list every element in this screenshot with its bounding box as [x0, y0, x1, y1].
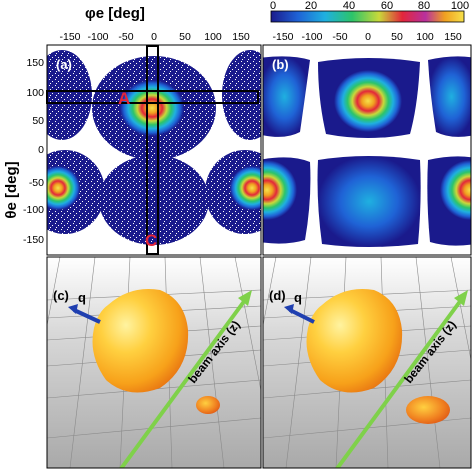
phi-tick: -50: [332, 31, 347, 43]
colorbar-gradient: [270, 10, 465, 23]
hot-spot: [230, 166, 261, 210]
top-axis-label: φe [deg]: [85, 5, 145, 22]
marker-A: A: [118, 89, 130, 108]
q-arrow: [73, 308, 101, 324]
theta-ticks: 150 100 50 0 -50 -100 -150: [23, 57, 44, 246]
q-arrow: [289, 308, 315, 324]
colorbar-tick: 80: [418, 0, 430, 12]
panel-c-frame: [46, 256, 262, 469]
emission-lobe-medium: [406, 396, 450, 424]
colorbar: 0 20 40 60 80 100: [270, 0, 469, 23]
emission-lobe: [306, 289, 403, 393]
horizontal-cut-box: [46, 90, 259, 104]
panel-c: [47, 257, 261, 468]
q-arrowhead: [68, 304, 78, 314]
theta-tick: 50: [32, 115, 44, 127]
panel-d-label: (d): [269, 288, 286, 303]
phi-tick: 100: [416, 31, 434, 43]
panel-a-label: (a): [56, 57, 72, 72]
hot-spot: [334, 70, 402, 132]
phi-tick: 150: [232, 31, 250, 43]
phi-tick: -100: [301, 31, 322, 43]
scatter-cloud: [47, 50, 92, 140]
vertical-cut-box: [146, 45, 159, 255]
beam-axis-arrow: [118, 294, 250, 468]
panel-b-label: (b): [272, 57, 289, 72]
colorbar-tick: 20: [305, 0, 317, 12]
theta-tick: -150: [23, 234, 44, 246]
left-axis-label: θe [deg]: [3, 161, 20, 218]
emission-lobe-small: [196, 396, 220, 414]
phi-tick: 0: [365, 31, 371, 43]
theta-tick: -100: [23, 204, 44, 216]
phi-tick: 50: [179, 31, 191, 43]
scatter-cloud: [99, 155, 209, 245]
hot-spot: [440, 160, 471, 220]
colorbar-tick: 100: [451, 0, 469, 12]
q-label: q: [78, 290, 86, 305]
beam-axis-arrow: [334, 294, 466, 468]
hot-spot: [47, 166, 80, 210]
panel-b: [263, 45, 471, 255]
phi-tick: 150: [444, 31, 462, 43]
q-label: q: [294, 290, 302, 305]
theta-tick: 100: [26, 87, 44, 99]
phi-tick: -100: [87, 31, 108, 43]
theta-tick: 0: [38, 144, 44, 156]
theta-tick: 150: [26, 57, 44, 69]
phi-ticks-b: -150 -100 -50 0 50 100 150: [272, 31, 461, 43]
panel-b-frame: [262, 44, 472, 256]
phi-tick: -150: [272, 31, 293, 43]
panel-c-label: (c): [53, 288, 69, 303]
beam-axis-arrowhead: [454, 290, 468, 306]
phi-tick: 0: [151, 31, 157, 43]
colorbar-tick: 60: [381, 0, 393, 12]
hot-spot: [263, 160, 297, 220]
q-arrowhead: [284, 304, 294, 314]
lobe-shape: [263, 56, 310, 137]
colorbar-tick: 0: [270, 0, 276, 12]
phi-ticks-a: -150 -100 -50 0 50 100 150: [59, 31, 249, 43]
theta-tick: -50: [29, 177, 44, 189]
panel-a: [47, 45, 261, 255]
colorbar-tick: 40: [343, 0, 355, 12]
marker-C: C: [145, 231, 157, 250]
panel-d-frame: [262, 256, 472, 469]
scatter-cloud: [222, 50, 261, 140]
emission-lobe: [92, 289, 189, 393]
phi-tick: -150: [59, 31, 80, 43]
panel-d: [263, 257, 471, 468]
lobe-shape: [317, 156, 421, 247]
phi-tick: 100: [204, 31, 222, 43]
lobe-shape: [428, 56, 471, 137]
phi-tick: 50: [391, 31, 403, 43]
phi-tick: -50: [118, 31, 133, 43]
hot-spot: [120, 80, 184, 136]
beam-axis-arrowhead: [238, 290, 252, 306]
